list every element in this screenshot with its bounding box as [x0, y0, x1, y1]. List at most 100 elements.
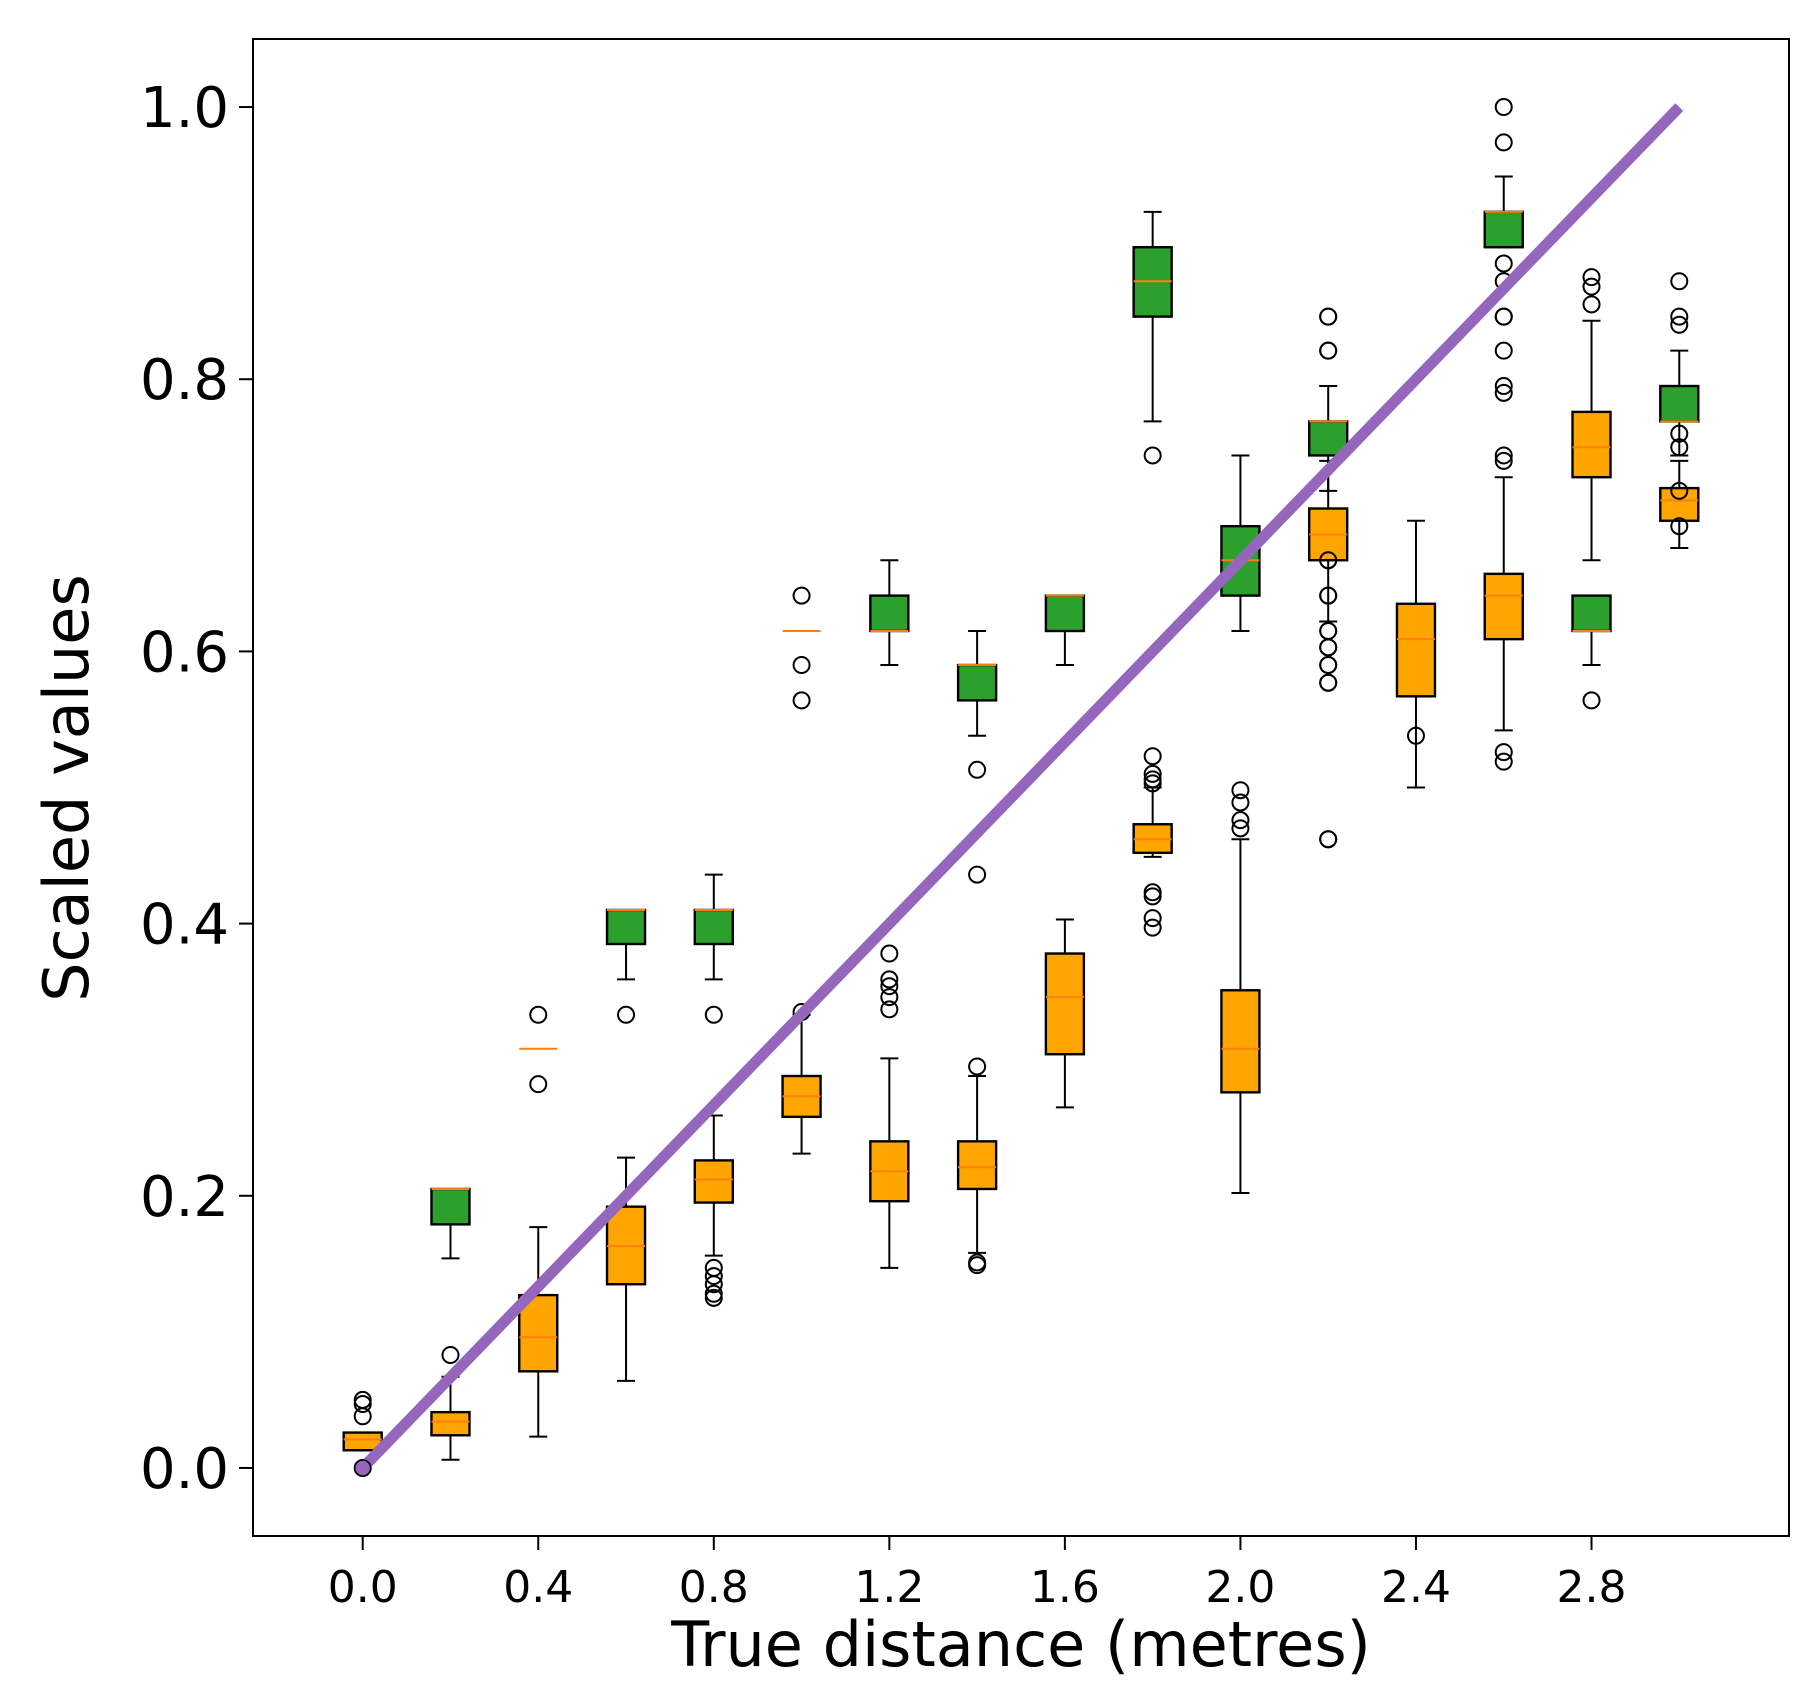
reference-line	[358, 103, 1684, 1472]
outlier-point	[1231, 811, 1250, 830]
outlier-point	[1143, 909, 1162, 928]
outlier-point	[704, 1275, 723, 1294]
outlier-point	[1231, 793, 1250, 812]
box-orange	[518, 1226, 559, 1438]
outlier-point	[1670, 438, 1689, 457]
y-tick-label: 0.2	[140, 1165, 229, 1230]
outlier-point	[1670, 481, 1689, 500]
outlier-point	[1143, 918, 1162, 937]
x-tick-label: 2.0	[1205, 1562, 1275, 1613]
outlier-point	[704, 1267, 723, 1286]
outlier-point	[880, 988, 899, 1007]
box-green	[1659, 272, 1700, 457]
box-series-orange	[342, 268, 1700, 1477]
outlier-point	[1319, 341, 1338, 360]
box-iqr	[605, 908, 647, 946]
box-green	[1483, 98, 1524, 470]
box-iqr	[1220, 989, 1261, 1094]
outlier-point	[441, 1345, 460, 1364]
outlier-point	[880, 1000, 899, 1019]
box-orange	[869, 944, 910, 1269]
box-iqr	[1659, 384, 1700, 423]
outlier-point	[1494, 98, 1513, 117]
outlier-point	[529, 1075, 548, 1094]
box-iqr	[1571, 410, 1612, 479]
outlier-point	[1319, 656, 1338, 675]
outlier-point	[880, 977, 899, 996]
box-orange	[956, 1057, 998, 1275]
box-orange	[1307, 307, 1349, 849]
box-green	[1044, 594, 1086, 667]
outlier-point	[1494, 383, 1513, 402]
y-tick-label: 0.6	[140, 620, 229, 685]
outlier-point	[1582, 277, 1601, 296]
box-green	[869, 559, 910, 667]
outlier-point	[353, 1394, 372, 1413]
box-series-orange-degenerate	[519, 586, 821, 1094]
x-tick-label: 1.6	[1030, 1562, 1100, 1613]
outlier-point	[1319, 673, 1338, 692]
box-iqr	[430, 1187, 471, 1226]
reference-origin-marker	[353, 1459, 372, 1477]
y-tick-label: 0.4	[140, 893, 229, 958]
outlier-point	[353, 1407, 372, 1426]
outlier-point	[968, 760, 987, 779]
outlier-point	[617, 1005, 636, 1024]
box-green	[693, 873, 734, 1024]
outlier-point	[1494, 451, 1513, 470]
box-iqr	[956, 1140, 998, 1191]
x-axis: 0.0 0.4 0.8 1.2 1.6 2.0 2.4 2.8	[328, 1536, 1627, 1613]
outlier-point	[792, 656, 811, 675]
outlier-point	[792, 691, 811, 710]
y-axis: 0.0 0.2 0.4 0.6 0.8 1.0	[140, 76, 253, 1502]
outlier-point	[1406, 726, 1425, 745]
outlier-point	[968, 865, 987, 884]
box-orange	[1132, 747, 1173, 937]
outlier-point	[704, 1288, 723, 1307]
outlier-point	[1143, 747, 1162, 766]
outlier-point	[1494, 446, 1513, 465]
x-tick-label: 2.4	[1381, 1562, 1451, 1613]
box-orange-degenerate	[519, 1005, 558, 1094]
outlier-point	[1319, 586, 1338, 605]
box-iqr	[1395, 602, 1437, 698]
box-orange	[1044, 918, 1086, 1109]
box-green	[605, 908, 647, 1024]
box-iqr	[1044, 952, 1086, 1056]
box-orange	[693, 1114, 734, 1307]
outlier-point	[1670, 424, 1689, 443]
box-green	[1220, 454, 1261, 632]
box-green	[956, 629, 998, 884]
box-orange-degenerate	[782, 586, 821, 710]
outlier-point	[1143, 887, 1162, 906]
outlier-point	[1319, 830, 1338, 849]
outlier-point	[1670, 315, 1689, 334]
outlier-point	[1319, 307, 1338, 326]
x-tick-label: 0.8	[679, 1562, 749, 1613]
box-iqr	[1483, 572, 1524, 641]
outlier-point	[1494, 341, 1513, 360]
outlier-point	[1494, 307, 1513, 326]
outlier-point	[1143, 446, 1162, 465]
outlier-point	[968, 1256, 987, 1275]
box-iqr	[1659, 486, 1700, 522]
y-tick-label: 0.8	[140, 348, 229, 413]
box-iqr	[693, 1159, 734, 1204]
box-iqr	[518, 1293, 559, 1373]
outlier-point	[1143, 764, 1162, 783]
x-axis-label: True distance (metres)	[670, 1608, 1371, 1681]
outlier-point	[880, 944, 899, 963]
outlier-point	[529, 1005, 548, 1024]
outlier-point	[1319, 551, 1338, 570]
box-orange	[781, 1003, 822, 1155]
x-tick-label: 1.2	[854, 1562, 924, 1613]
outlier-point	[1319, 638, 1338, 657]
box-orange	[1571, 268, 1612, 562]
box-series-green	[430, 98, 1700, 1260]
box-iqr	[869, 594, 910, 633]
y-axis-label: Scaled values	[30, 574, 103, 1002]
y-tick-label: 0.0	[140, 1437, 229, 1502]
box-orange	[1483, 476, 1524, 771]
x-tick-label: 0.0	[328, 1562, 398, 1613]
